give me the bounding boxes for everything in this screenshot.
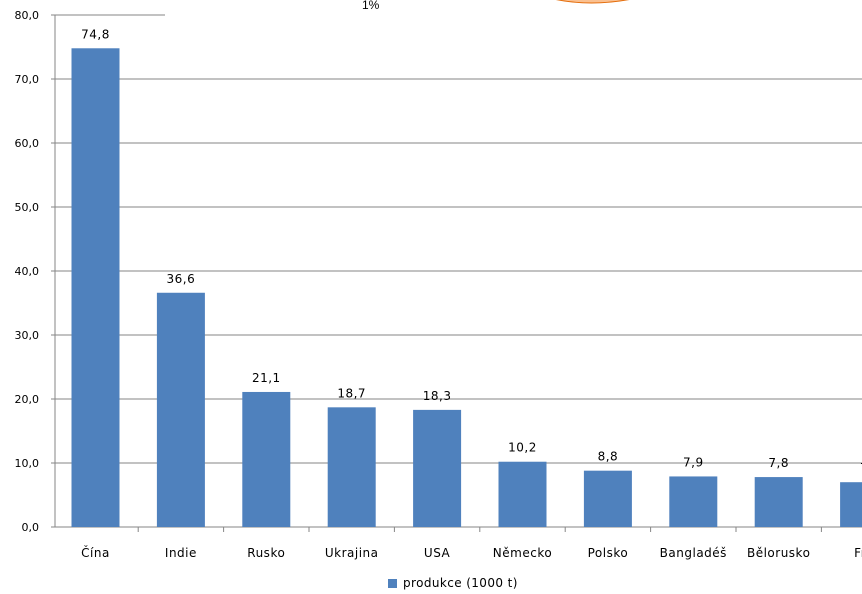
bars — [71, 48, 862, 527]
category-label: Německo — [493, 546, 552, 560]
data-label: 7 — [860, 461, 862, 475]
data-label: 10,2 — [508, 441, 537, 455]
x-axis — [55, 526, 862, 532]
data-label: 7,8 — [768, 456, 789, 470]
category-label: Fra — [854, 546, 862, 560]
y-tick-label: 30,0 — [15, 329, 40, 342]
data-label: 18,3 — [423, 389, 452, 403]
pie-slice-fragment — [516, 0, 678, 12]
bar — [71, 48, 120, 527]
data-label: 21,1 — [252, 371, 281, 385]
legend-swatch — [388, 578, 397, 588]
data-labels: 74,8 36,6 21,1 18,7 18,3 10,2 8,8 7,9 7,8 7 — [81, 27, 862, 475]
bar — [498, 461, 547, 527]
category-label: Indie — [165, 546, 197, 560]
data-label: 8,8 — [598, 450, 619, 464]
category-label: Čína — [81, 545, 110, 560]
category-label: Bangladéš — [660, 546, 727, 560]
category-label: Bělorusko — [747, 546, 810, 560]
bar — [413, 409, 462, 527]
bar — [583, 470, 632, 527]
category-label: USA — [424, 546, 451, 560]
data-label: 74,8 — [81, 27, 110, 41]
bar — [840, 482, 862, 527]
y-tick-label: 80,0 — [15, 9, 40, 22]
y-tick-label: 70,0 — [15, 73, 40, 86]
category-label: Rusko — [247, 546, 285, 560]
pie-percent-label: 1% — [362, 0, 380, 12]
category-labels: Čína Indie Rusko Ukrajina USA Německo Polsko Ba… — [81, 545, 862, 560]
bar — [669, 476, 718, 527]
bar — [754, 477, 803, 527]
legend-label: produkce (1000 t) — [403, 576, 518, 590]
bar — [156, 292, 205, 527]
y-tick-label: 50,0 — [15, 201, 40, 214]
data-label: 7,9 — [683, 455, 704, 469]
bar — [327, 407, 376, 527]
y-tick-label: 40,0 — [15, 265, 40, 278]
y-tick-label: 20,0 — [15, 393, 40, 406]
y-tick-label: 10,0 — [15, 457, 40, 470]
legend: produkce (1000 t) — [388, 576, 518, 590]
y-axis: 0,0 10,0 20,0 30,0 40,0 50,0 60,0 70,0 80,0 — [15, 9, 56, 534]
y-tick-label: 60,0 — [15, 137, 40, 150]
y-tick-label: 0,0 — [22, 521, 40, 534]
data-label: 18,7 — [337, 386, 366, 400]
category-label: Polsko — [588, 546, 629, 560]
category-label: Ukrajina — [325, 546, 379, 560]
bar — [242, 391, 291, 527]
data-label: 36,6 — [167, 272, 196, 286]
